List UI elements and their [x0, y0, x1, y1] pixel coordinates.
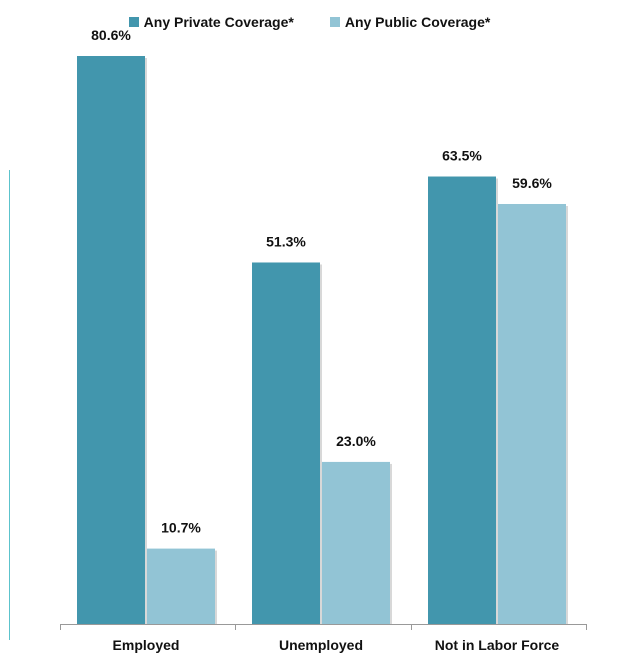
bar-public-1 — [322, 461, 390, 624]
data-label-private-0: 80.6% — [91, 27, 131, 43]
value-labels-group: 80.6% 10.7% 51.3% 23.0% 63.5% 59.6% — [91, 27, 552, 536]
category-label-2: Not in Labor Force — [435, 637, 560, 653]
data-label-private-1: 51.3% — [266, 233, 306, 249]
legend: Any Private Coverage* Any Public Coverag… — [0, 14, 619, 30]
data-label-public-2: 59.6% — [512, 175, 552, 191]
category-label-0: Employed — [113, 637, 180, 653]
legend-swatch-public — [329, 17, 340, 27]
bar-private-1 — [252, 262, 320, 624]
legend-swatch-private — [128, 17, 139, 27]
legend-label-public: Any Public Coverage* — [344, 14, 491, 30]
x-axis: Employed Unemployed Not in Labor Force — [60, 624, 587, 653]
bars-group — [77, 56, 568, 624]
data-label-public-0: 10.7% — [161, 520, 201, 536]
bar-private-2 — [428, 176, 496, 624]
bar-public-2 — [498, 203, 566, 624]
bar-public-0 — [147, 548, 215, 624]
legend-item-public: Any Public Coverage* — [329, 14, 491, 30]
data-label-public-1: 23.0% — [336, 433, 376, 449]
bar-private-0 — [77, 56, 145, 624]
legend-label-private: Any Private Coverage* — [143, 14, 294, 30]
decorative-side-line — [9, 170, 10, 640]
legend-item-private: Any Private Coverage* — [128, 14, 294, 30]
category-label-1: Unemployed — [279, 637, 363, 653]
data-label-private-2: 63.5% — [442, 148, 482, 164]
